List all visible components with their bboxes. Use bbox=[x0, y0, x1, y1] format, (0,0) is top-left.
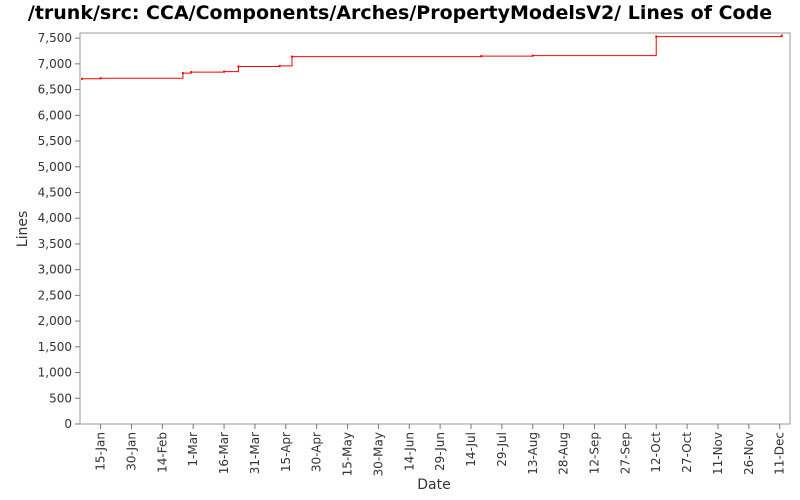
x-tick-label: 27-Sep bbox=[618, 432, 632, 474]
y-tick-label: 4,000 bbox=[38, 211, 72, 225]
x-axis-label: Date bbox=[417, 477, 450, 493]
y-tick-label: 7,000 bbox=[38, 57, 72, 71]
x-tick-label: 29-Jul bbox=[495, 432, 509, 467]
x-tick-label: 1-Mar bbox=[186, 432, 200, 467]
x-tick-label: 13-Aug bbox=[526, 432, 540, 475]
x-tick-label: 11-Dec bbox=[773, 432, 787, 475]
y-tick-label: 5,500 bbox=[38, 134, 72, 148]
y-tick-label: 4,500 bbox=[38, 185, 72, 199]
x-tick-label: 11-Nov bbox=[711, 432, 725, 475]
y-tick-label: 5,000 bbox=[38, 160, 72, 174]
x-tick-label: 12-Sep bbox=[587, 432, 601, 474]
data-point bbox=[780, 34, 783, 37]
x-tick-label: 14-Jun bbox=[402, 432, 416, 471]
x-tick-label: 14-Feb bbox=[155, 432, 169, 473]
x-tick-label: 29-Jun bbox=[433, 432, 447, 471]
y-tick-label: 2,500 bbox=[38, 288, 72, 302]
x-tick-label: 15-Jan bbox=[94, 432, 108, 471]
data-point bbox=[181, 72, 184, 75]
data-point bbox=[531, 54, 534, 57]
x-tick-label: 14-Jul bbox=[464, 432, 478, 467]
x-tick-label: 15-May bbox=[341, 432, 355, 476]
data-point bbox=[290, 55, 293, 58]
data-point bbox=[81, 77, 84, 80]
x-tick-label: 16-Mar bbox=[217, 432, 231, 474]
y-tick-label: 3,500 bbox=[38, 237, 72, 251]
x-tick-label: 28-Aug bbox=[557, 432, 571, 475]
x-tick-label: 27-Oct bbox=[680, 432, 694, 473]
x-tick-label: 30-May bbox=[371, 432, 385, 476]
y-tick-label: 1,500 bbox=[38, 340, 72, 354]
data-point bbox=[237, 65, 240, 68]
data-point bbox=[99, 77, 102, 80]
y-axis-label: Lines bbox=[15, 211, 31, 247]
y-tick-label: 7,500 bbox=[38, 31, 72, 45]
x-tick-label: 31-Mar bbox=[248, 432, 262, 474]
x-tick-label: 15-Apr bbox=[279, 432, 293, 472]
data-point bbox=[480, 55, 483, 58]
data-point bbox=[655, 35, 658, 38]
y-tick-label: 1,000 bbox=[38, 366, 72, 380]
data-point bbox=[190, 71, 193, 74]
x-tick-label: 30-Jan bbox=[124, 432, 138, 471]
plot-area bbox=[79, 32, 791, 425]
x-tick-label: 12-Oct bbox=[649, 432, 663, 473]
y-tick-label: 500 bbox=[49, 391, 72, 405]
y-tick-label: 6,500 bbox=[38, 83, 72, 97]
data-point bbox=[223, 70, 226, 73]
y-tick-label: 3,000 bbox=[38, 263, 72, 277]
y-tick-label: 6,000 bbox=[38, 108, 72, 122]
chart-title: /trunk/src: CCA/Components/Arches/Proper… bbox=[27, 2, 773, 24]
y-tick-label: 2,000 bbox=[38, 314, 72, 328]
y-tick-label: 0 bbox=[64, 417, 72, 431]
data-point bbox=[278, 64, 281, 67]
x-tick-label: 30-Apr bbox=[310, 432, 324, 472]
x-tick-label: 26-Nov bbox=[742, 432, 756, 475]
